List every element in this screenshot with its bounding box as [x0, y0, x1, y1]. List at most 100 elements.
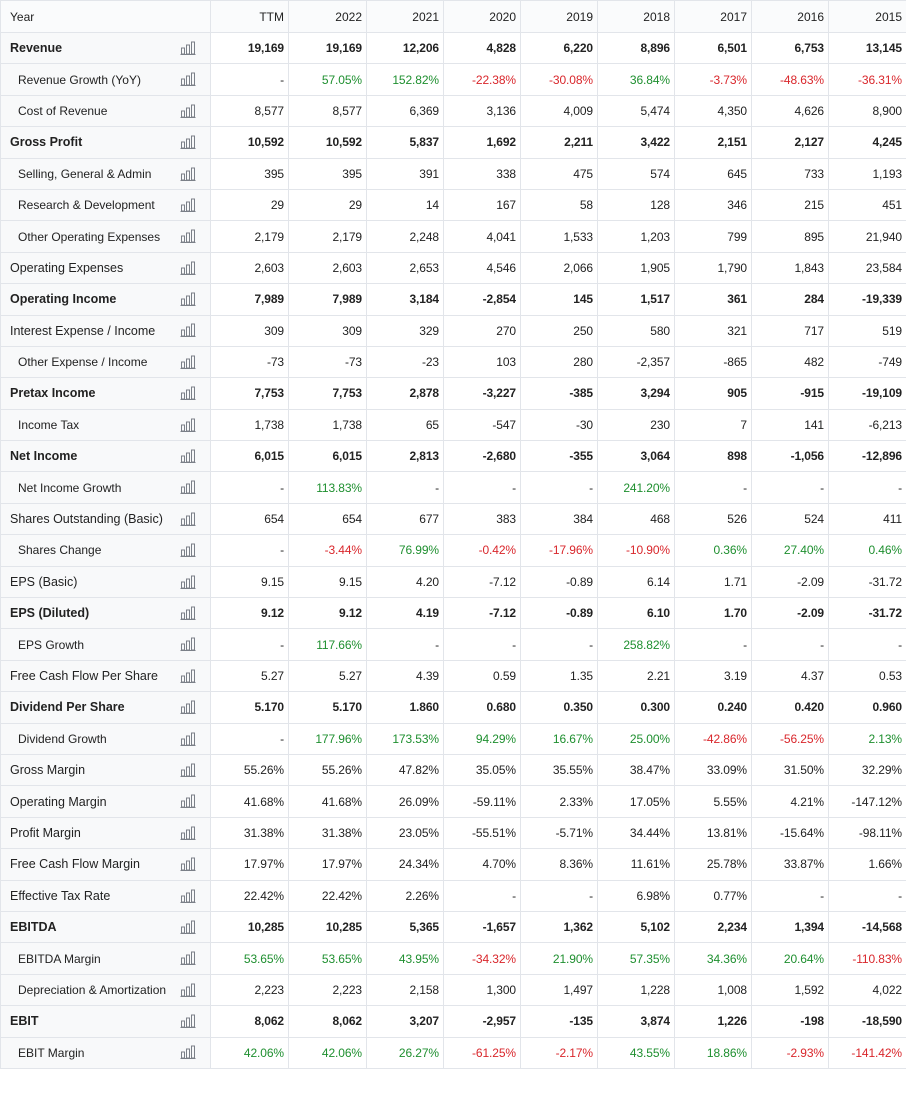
table-cell: 4,828 — [443, 31, 521, 65]
table-cell: -2,680 — [443, 440, 521, 473]
bar-chart-icon[interactable] — [180, 353, 196, 370]
table-row: Dividend Growth -177.96% 173.53% 94.29% 16.6… — [0, 722, 906, 755]
column-header[interactable]: 2021 — [366, 0, 444, 33]
table-cell: 22.42% — [288, 879, 367, 912]
bar-chart-icon[interactable] — [180, 196, 196, 213]
financials-table: Year TTM 2022 2021 2020 2019 2018 2017 2… — [0, 0, 906, 1069]
table-cell: 5,102 — [597, 910, 675, 944]
table-cell: - — [751, 628, 829, 661]
bar-chart-icon[interactable] — [180, 855, 196, 872]
chart-cell — [172, 31, 211, 65]
row-label: Selling, General & Admin — [0, 157, 173, 190]
column-header[interactable]: 2022 — [288, 0, 367, 33]
column-header[interactable]: 2019 — [520, 0, 598, 33]
bar-chart-icon[interactable] — [180, 322, 196, 339]
bar-chart-icon[interactable] — [180, 824, 196, 841]
bar-chart-icon[interactable] — [180, 918, 196, 935]
bar-chart-icon[interactable] — [180, 71, 196, 88]
table-cell: 43.55% — [597, 1036, 675, 1069]
table-cell: 103 — [443, 345, 521, 379]
bar-chart-icon[interactable] — [180, 604, 196, 621]
chart-cell — [172, 848, 211, 881]
table-cell: 1,193 — [828, 157, 906, 190]
bar-chart-icon[interactable] — [180, 667, 196, 684]
bar-chart-icon[interactable] — [180, 384, 196, 401]
table-cell: 526 — [674, 502, 752, 536]
column-header[interactable]: 2018 — [597, 0, 675, 33]
table-cell: 42.06% — [288, 1036, 367, 1069]
table-cell: 17.05% — [597, 785, 675, 818]
table-cell: 241.20% — [597, 471, 675, 504]
table-cell: 53.65% — [288, 942, 367, 975]
table-cell: 12,206 — [366, 31, 444, 65]
bar-chart-icon[interactable] — [180, 39, 196, 56]
row-label: Free Cash Flow Margin — [0, 848, 173, 881]
bar-chart-icon[interactable] — [180, 510, 196, 527]
table-cell: 1.70 — [674, 597, 752, 630]
table-cell: 2,248 — [366, 220, 444, 253]
table-cell: 6.98% — [597, 879, 675, 912]
table-cell: 2,878 — [366, 377, 444, 410]
column-header[interactable]: 2016 — [751, 0, 829, 33]
column-header[interactable]: 2015 — [828, 0, 906, 33]
table-row: Interest Expense / Income 309 309 329 270 250… — [0, 314, 906, 347]
column-header[interactable]: 2017 — [674, 0, 752, 33]
bar-chart-icon[interactable] — [180, 259, 196, 276]
table-cell: 1,738 — [288, 408, 367, 442]
table-cell: -135 — [520, 1005, 598, 1038]
bar-chart-icon[interactable] — [180, 981, 196, 998]
table-row: Effective Tax Rate 22.42% 22.42% 2.26% - -6.9… — [0, 879, 906, 912]
table-cell: 2,603 — [210, 251, 289, 285]
column-header[interactable]: TTM — [210, 0, 289, 33]
bar-chart-icon[interactable] — [180, 102, 196, 119]
bar-chart-icon[interactable] — [180, 698, 196, 715]
table-cell: 799 — [674, 220, 752, 253]
table-cell: 17.97% — [288, 848, 367, 881]
bar-chart-icon[interactable] — [180, 730, 196, 747]
table-cell: 905 — [674, 377, 752, 410]
bar-chart-icon[interactable] — [180, 447, 196, 464]
table-row: Net Income 6,015 6,015 2,813 -2,680 -355 3,064… — [0, 440, 906, 473]
column-header[interactable]: 2020 — [443, 0, 521, 33]
bar-chart-icon[interactable] — [180, 636, 196, 653]
table-cell: 34.44% — [597, 816, 675, 850]
table-cell: 7,753 — [288, 377, 367, 410]
bar-chart-icon[interactable] — [180, 479, 196, 496]
bar-chart-icon[interactable] — [180, 573, 196, 590]
bar-chart-icon[interactable] — [180, 228, 196, 245]
table-cell: 2,813 — [366, 440, 444, 473]
table-cell: - — [443, 879, 521, 912]
table-cell: 9.12 — [210, 597, 289, 630]
bar-chart-icon[interactable] — [180, 541, 196, 558]
bar-chart-icon[interactable] — [180, 133, 196, 150]
bar-chart-icon[interactable] — [180, 165, 196, 182]
bar-chart-icon[interactable] — [180, 1044, 196, 1061]
table-cell: 4.39 — [366, 659, 444, 693]
bar-chart-icon[interactable] — [180, 761, 196, 778]
table-cell: -5.71% — [520, 816, 598, 850]
table-cell: 23.05% — [366, 816, 444, 850]
bar-chart-icon[interactable] — [180, 290, 196, 307]
table-cell: 47.82% — [366, 753, 444, 787]
table-cell: 4,245 — [828, 126, 906, 159]
bar-chart-icon[interactable] — [180, 1012, 196, 1029]
table-cell: 19,169 — [288, 31, 367, 65]
chart-cell — [172, 126, 211, 159]
table-cell: 4.19 — [366, 597, 444, 630]
table-cell: 346 — [674, 188, 752, 222]
chart-cell — [172, 220, 211, 253]
table-cell: 645 — [674, 157, 752, 190]
chart-cell — [172, 565, 211, 599]
table-cell: 31.38% — [210, 816, 289, 850]
table-cell: -3,227 — [443, 377, 521, 410]
table-cell: 1,300 — [443, 973, 521, 1007]
table-cell: 2,158 — [366, 973, 444, 1007]
table-cell: 13.81% — [674, 816, 752, 850]
bar-chart-icon[interactable] — [180, 416, 196, 433]
table-cell: 309 — [210, 314, 289, 347]
bar-chart-icon[interactable] — [180, 950, 196, 967]
table-cell: 411 — [828, 502, 906, 536]
bar-chart-icon[interactable] — [180, 793, 196, 810]
row-label: Revenue Growth (YoY) — [0, 63, 173, 96]
bar-chart-icon[interactable] — [180, 887, 196, 904]
